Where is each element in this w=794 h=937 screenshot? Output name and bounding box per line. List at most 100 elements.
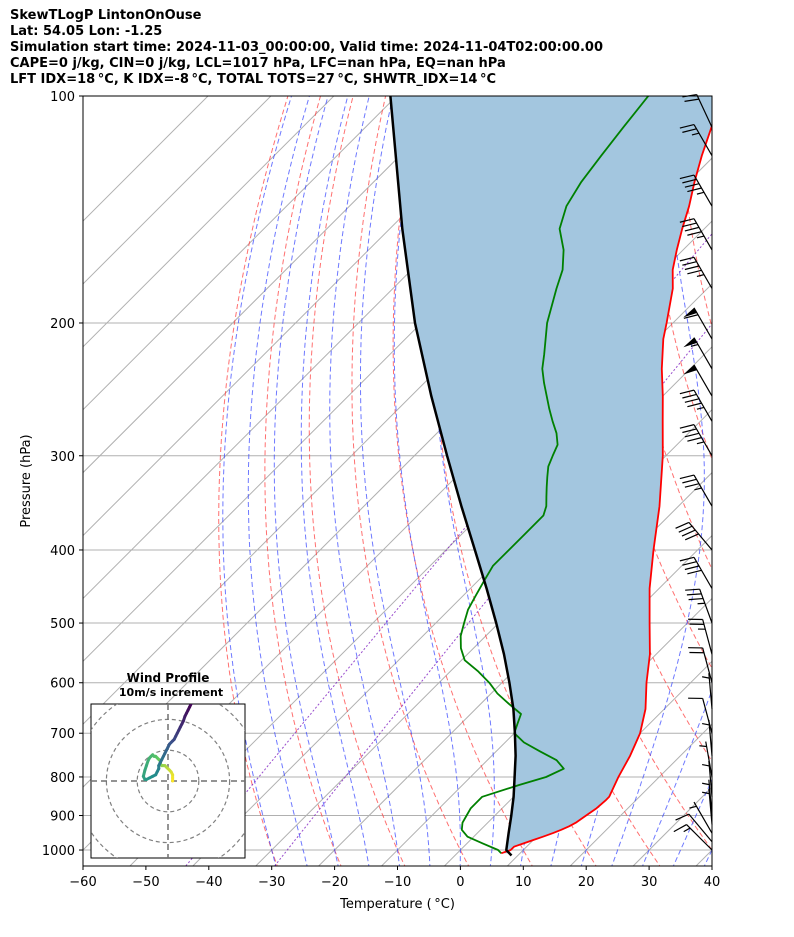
wind-barb-full — [684, 98, 699, 102]
moist-adiabat — [703, 848, 712, 866]
stability-indices-1: CAPE=0 j/kg, CIN=0 j/kg, LCL=1017 hPa, L… — [10, 56, 506, 71]
x-tick-label: −30 — [258, 875, 285, 890]
wind-barb-full — [682, 222, 697, 228]
wind-barb-full — [684, 265, 700, 271]
wind-barb — [688, 618, 713, 655]
wind-barb-staff — [693, 257, 713, 289]
wind-barb-half — [683, 827, 691, 833]
chart-axes: −60 −50 −40 −30 −20 −10 0 10 20 30 40 1000 900 800 700… — [19, 90, 720, 912]
wind-barb-staff — [699, 588, 713, 624]
wind-barb-full — [682, 261, 697, 266]
wind-barb-full — [682, 393, 697, 399]
y-tick-label: 1000 — [42, 844, 75, 859]
wind-barb-full — [688, 618, 703, 621]
wind-barb — [673, 824, 713, 851]
temperature-profile-line — [500, 124, 712, 855]
hodograph-plot — [91, 704, 245, 858]
wind-barb-full — [687, 437, 702, 442]
y-tick-label: 800 — [50, 771, 75, 786]
wind-barb-full — [679, 174, 695, 180]
wind-barb-full — [681, 529, 696, 537]
wind-barb-full — [679, 389, 695, 395]
wind-barb — [688, 697, 713, 734]
wind-barb-full — [682, 428, 697, 434]
wind-barb-full — [678, 525, 693, 533]
dry-adiabat — [645, 96, 712, 461]
wind-barb-half — [691, 132, 700, 136]
moist-adiabat — [611, 96, 705, 866]
y-tick-label: 300 — [50, 450, 75, 465]
dry-adiabat — [351, 96, 470, 866]
wind-barb-full — [679, 218, 695, 223]
hodograph-ring — [136, 749, 200, 813]
wind-barb-half — [697, 628, 706, 630]
wind-barb-half — [694, 487, 702, 491]
wind-barb-staff — [705, 741, 713, 778]
wind-barb-staff — [693, 337, 713, 370]
wind-barb-staff — [693, 124, 713, 156]
dry-adiabat — [264, 96, 342, 866]
wind-barb-staff — [708, 673, 713, 710]
isotherm-line — [83, 96, 209, 222]
wind-barb-half — [696, 191, 705, 195]
wind-barb-full — [685, 588, 700, 591]
moist-adiabat — [672, 778, 712, 866]
wind-barb — [675, 813, 713, 843]
wind-barb — [685, 588, 713, 624]
dewpoint-profile-line — [459, 96, 650, 854]
wind-barb-half — [689, 805, 697, 809]
wind-barb-staff — [693, 174, 713, 207]
wind-barb — [702, 779, 713, 816]
shaded-region — [390, 96, 712, 854]
wind-barb-full — [675, 521, 690, 529]
wind-barb — [702, 788, 713, 825]
wind-barb-staff — [702, 619, 713, 655]
wind-barb-half — [696, 274, 705, 277]
wind-barb-full — [689, 651, 704, 654]
wind-barb-half — [702, 722, 710, 726]
wind-barb — [683, 364, 713, 397]
wind-barb-full — [684, 226, 700, 232]
wind-barb-full — [683, 314, 699, 319]
isotherm-line — [756, 79, 794, 869]
wind-barb — [675, 521, 713, 551]
wind-barb — [679, 218, 713, 251]
wind-barb-full — [689, 623, 704, 625]
wind-barb-full — [682, 178, 697, 184]
dry-adiabat — [308, 96, 406, 866]
wind-barb — [679, 123, 713, 156]
x-tick-label: −60 — [69, 875, 96, 890]
wind-barb — [699, 741, 713, 778]
wind-barb-full — [688, 597, 704, 601]
hodograph-subtitle: 10m/s increment — [119, 686, 223, 699]
wind-barb-full — [687, 231, 702, 236]
y-tick-label: 400 — [50, 544, 75, 559]
y-tick-label: 200 — [50, 317, 75, 332]
moist-adiabat — [247, 96, 310, 866]
wind-barb-full — [684, 533, 699, 541]
wind-barb-full — [684, 483, 700, 488]
chart-series — [389, 96, 712, 857]
dry-adiabat — [678, 96, 712, 330]
wind-barb-full — [684, 183, 700, 188]
chart-title-block: SkewTLogP LintonOnOuse Lat: 54.05 Lon: -… — [10, 8, 603, 88]
wind-barb-pennant — [683, 337, 697, 348]
wind-barb — [679, 174, 713, 207]
wind-barb-full — [687, 569, 702, 575]
hodograph-segment — [188, 704, 193, 709]
y-tick-label: 900 — [50, 810, 75, 825]
x-axis-label: Temperature ( °C) — [339, 897, 455, 912]
cape-cin-shading — [390, 96, 712, 854]
wind-barb-full — [686, 593, 702, 596]
isotherm-line — [83, 96, 335, 348]
x-tick-label: 20 — [578, 875, 595, 890]
wind-barb-staff — [708, 719, 713, 756]
wind-barb-staff — [686, 824, 713, 851]
location-coordinates: Lat: 54.05 Lon: -1.25 — [10, 24, 163, 39]
wind-barb — [702, 760, 713, 797]
moist-adiabat — [222, 96, 293, 866]
x-tick-label: 40 — [704, 875, 721, 890]
wind-barb — [679, 556, 713, 589]
moist-adiabat — [734, 79, 794, 869]
